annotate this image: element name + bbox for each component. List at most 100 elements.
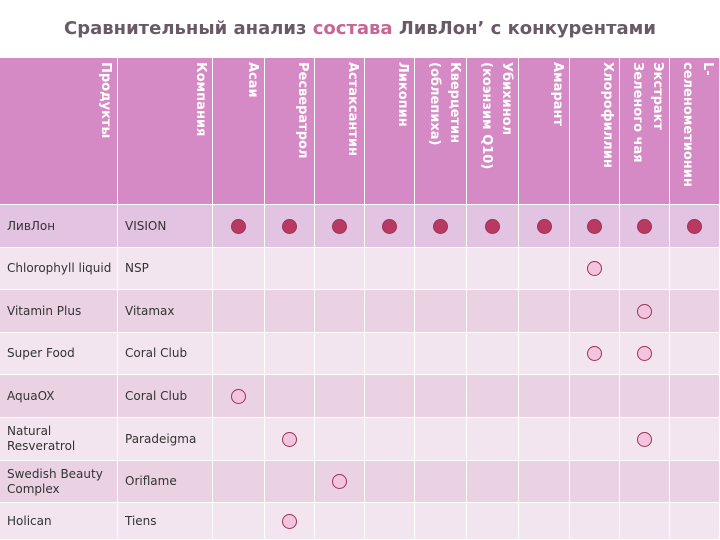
ingredient-cell (213, 418, 265, 461)
ingredient-cell (265, 205, 315, 248)
ingredient-cell (519, 205, 570, 248)
column-header: Амарант (519, 58, 570, 205)
ingredient-cell (620, 418, 670, 461)
column-header: Кверцетин (облепиха) (415, 58, 467, 205)
ingredient-cell (365, 290, 415, 333)
ingredient-cell (570, 290, 620, 333)
product-name: Natural Resveratrol (0, 418, 118, 461)
presence-dot (433, 218, 448, 234)
ingredient-cell (519, 418, 570, 461)
presence-dot (332, 218, 347, 234)
ingredient-cell (620, 461, 670, 503)
ingredient-cell (620, 333, 670, 375)
product-name: ЛивЛон (0, 205, 118, 248)
ingredient-cell (467, 290, 519, 333)
presence-dot (587, 218, 602, 234)
ingredient-cell (315, 248, 365, 290)
ingredient-cell (315, 290, 365, 333)
ingredient-cell (365, 248, 415, 290)
ingredient-cell (519, 503, 570, 540)
column-header: L- селенометионин (670, 58, 720, 205)
ingredient-cell (365, 205, 415, 248)
ingredient-cell (315, 205, 365, 248)
ingredient-cell (213, 290, 265, 333)
column-header: Асаи (213, 58, 265, 205)
column-header: Компания (118, 58, 213, 205)
ingredient-cell (315, 418, 365, 461)
ingredient-cell (265, 503, 315, 540)
presence-dot (637, 218, 652, 234)
presence-dot (687, 218, 702, 234)
ingredient-cell (670, 375, 720, 418)
column-header: Астаксантин (315, 58, 365, 205)
ingredient-cell (670, 290, 720, 333)
column-header: Хлорофиллин (570, 58, 620, 205)
presence-dot (382, 218, 397, 234)
ingredient-cell (519, 248, 570, 290)
ingredient-cell (415, 461, 467, 503)
product-name: Chlorophyll liquid (0, 248, 118, 290)
title-text: Сравнительный анализ (64, 18, 313, 39)
ingredient-cell (315, 375, 365, 418)
ingredient-cell (570, 418, 620, 461)
ingredient-cell (415, 290, 467, 333)
presence-dot (637, 431, 652, 447)
column-header: Ликопин (365, 58, 415, 205)
ingredient-cell (467, 461, 519, 503)
ingredient-cell (467, 205, 519, 248)
ingredient-cell (265, 418, 315, 461)
presence-dot (282, 513, 297, 529)
ingredient-cell (265, 461, 315, 503)
company-name: NSP (118, 248, 213, 290)
ingredient-cell (570, 333, 620, 375)
ingredient-cell (315, 503, 365, 540)
ingredient-cell (670, 461, 720, 503)
ingredient-cell (415, 248, 467, 290)
ingredient-cell (365, 461, 415, 503)
ingredient-cell (467, 503, 519, 540)
company-name: Coral Club (118, 333, 213, 375)
ingredient-cell (519, 375, 570, 418)
ingredient-cell (213, 461, 265, 503)
presence-dot (231, 388, 246, 404)
column-header: Убихинол (коэнзим Q10) (467, 58, 519, 205)
ingredient-cell (415, 418, 467, 461)
ingredient-cell (415, 375, 467, 418)
company-name: Oriflame (118, 461, 213, 503)
ingredient-cell (570, 205, 620, 248)
presence-dot (536, 218, 552, 234)
presence-dot (485, 218, 500, 234)
title-highlight: состава (312, 18, 393, 39)
comparison-table: Продукты Компания Асаи Ресвератрол Астаксант… (0, 58, 720, 540)
ingredient-cell (519, 461, 570, 503)
ingredient-cell (570, 375, 620, 418)
ingredient-cell (620, 205, 670, 248)
ingredient-cell (570, 503, 620, 540)
ingredient-cell (213, 375, 265, 418)
ingredient-cell (467, 375, 519, 418)
ingredient-cell (365, 503, 415, 540)
ingredient-cell (670, 503, 720, 540)
presence-dot (637, 303, 652, 319)
product-name: Vitamin Plus (0, 290, 118, 333)
title: Сравнительный анализ состава ЛивЛон’ с к… (0, 18, 720, 39)
title-text: ЛивЛон’ с конкурентами (392, 18, 656, 39)
company-name: Vitamax (118, 290, 213, 333)
presence-dot (282, 218, 297, 234)
ingredient-cell (670, 248, 720, 290)
ingredient-cell (620, 248, 670, 290)
presence-dot (637, 346, 652, 361)
ingredient-cell (670, 418, 720, 461)
ingredient-cell (415, 333, 467, 375)
company-name: Paradeigma (118, 418, 213, 461)
ingredient-cell (213, 333, 265, 375)
ingredient-cell (265, 375, 315, 418)
ingredient-cell (467, 418, 519, 461)
company-name: Tiens (118, 503, 213, 540)
ingredient-cell (315, 333, 365, 375)
presence-dot (282, 431, 297, 447)
product-name: Swedish Beauty Complex (0, 461, 118, 503)
ingredient-cell (570, 248, 620, 290)
product-name: Holican (0, 503, 118, 540)
